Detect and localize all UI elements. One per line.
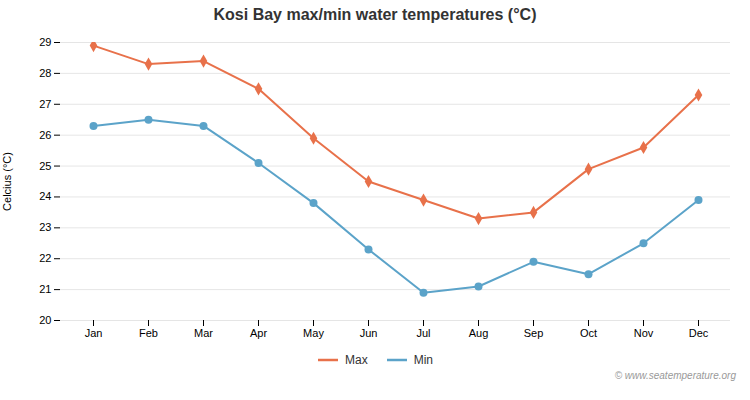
svg-text:Jun: Jun [360, 327, 378, 339]
svg-text:23: 23 [39, 221, 51, 233]
svg-text:22: 22 [39, 252, 51, 264]
svg-text:26: 26 [39, 129, 51, 141]
svg-text:Feb: Feb [139, 327, 158, 339]
svg-text:Sep: Sep [524, 327, 544, 339]
svg-text:28: 28 [39, 67, 51, 79]
svg-text:Dec: Dec [689, 327, 709, 339]
svg-text:Mar: Mar [194, 327, 213, 339]
html-text:Max: Max [345, 353, 368, 367]
svg-text:25: 25 [39, 160, 51, 172]
svg-text:29: 29 [39, 36, 51, 48]
svg-text:Jan: Jan [85, 327, 103, 339]
svg-text:May: May [303, 327, 324, 339]
svg-text:24: 24 [39, 190, 51, 202]
svg-text:27: 27 [39, 98, 51, 110]
svg-text:20: 20 [39, 314, 51, 326]
html-text:Kosi Bay max/min water tempera: Kosi Bay max/min water temperatures (°C) [213, 6, 537, 23]
svg-text:Oct: Oct [580, 327, 597, 339]
svg-text:Apr: Apr [250, 327, 267, 339]
svg-text:21: 21 [39, 283, 51, 295]
svg-text:Aug: Aug [469, 327, 489, 339]
svg-text:Celcius (°C): Celcius (°C) [1, 152, 13, 211]
html-text:© www.seatemperature.org: © www.seatemperature.org [614, 370, 736, 381]
svg-text:Nov: Nov [634, 327, 654, 339]
svg-text:Jul: Jul [416, 327, 430, 339]
html-text:Min: Min [413, 353, 433, 367]
